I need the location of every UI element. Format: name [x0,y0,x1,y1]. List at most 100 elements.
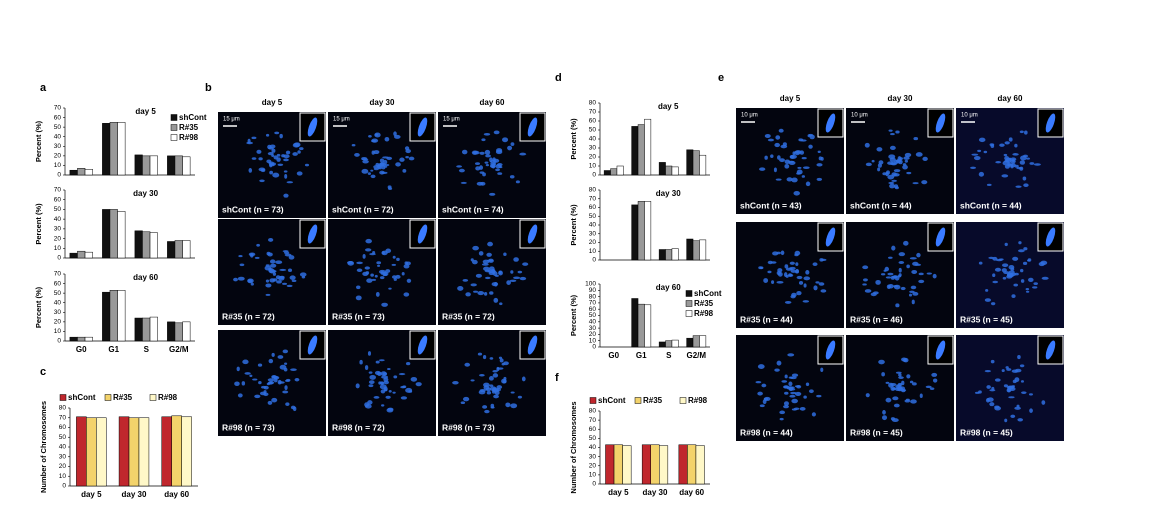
inset-chromosome [1045,113,1056,133]
chromosome [457,285,464,291]
caption: R#98 (n = 72) [332,422,385,432]
chromosome [484,409,490,414]
y-tick-label: 30 [589,325,597,332]
chromosome [898,267,902,273]
bar [134,317,143,342]
chromosome [864,289,872,293]
chromosome [380,276,385,280]
bar [641,444,651,485]
x-tick-label: G1 [636,351,647,360]
chromosome [1003,153,1008,157]
bar [686,238,694,261]
chromosome [490,162,497,166]
chromosome [513,257,519,262]
chromosome [932,273,937,279]
bar [84,336,93,342]
chromosome [761,383,767,388]
x-tick-label: day 60 [164,490,189,499]
chromosome [383,380,389,385]
chromosome [234,381,240,387]
x-tick-label: G0 [608,351,619,360]
caption: R#98 (n = 73) [222,422,275,432]
chromosome [1002,263,1009,268]
chromosome [408,156,415,161]
chromosome [881,372,885,377]
chromosome [364,365,369,370]
chromosome [813,285,818,291]
chromosome [387,407,394,411]
x-tick-label: day 30 [643,488,668,497]
chromosome [1023,183,1029,188]
chromosome [385,269,391,273]
y-tick-label: 30 [54,309,62,316]
bar [699,239,707,261]
chromosome [498,270,503,276]
chromosome [1019,364,1025,368]
chromosome [268,238,274,242]
caption: R#98 (n = 73) [442,422,495,432]
chromosome [364,404,372,409]
chromosome [519,276,527,281]
chromosome [479,151,485,155]
chromosome [497,172,503,175]
inset [519,112,546,142]
chromosome [882,415,888,421]
chromosome [452,381,459,385]
chromosome [780,144,788,149]
chromosome [281,154,286,158]
chromosome [367,351,372,356]
chromosome [401,271,405,276]
chromosome [812,262,818,267]
bar [631,204,639,261]
x-tick-label: G1 [108,345,119,354]
chromosome [877,163,882,168]
y-tick-label: 20 [589,154,597,161]
chromosome [800,139,807,142]
chromosome [1002,160,1009,166]
chromosome [970,166,977,170]
chromosome [1009,272,1017,277]
caption: shCont (n = 43) [740,200,802,210]
y-tick-label: 50 [59,434,67,441]
legend-swatch [170,114,178,121]
chromosome [488,271,495,276]
chromosome [381,250,388,256]
chromosome [886,284,891,290]
chromosome [889,162,896,165]
chromosome [770,154,774,159]
chromosome [286,181,294,184]
chromosome [381,302,388,307]
bar [167,241,176,259]
chromosome [802,166,810,170]
chromosome [498,356,503,359]
y-tick-label: 60 [589,204,597,211]
scale-label: 10 μm [851,113,868,119]
chromosome [1020,279,1025,283]
chromosome [1008,396,1015,399]
chromosome [811,412,816,417]
chromosome [371,139,377,143]
chromosome [779,158,785,163]
chromosome [373,396,380,399]
chromosome [767,138,775,142]
legend-swatch [679,397,687,404]
chromosome [272,172,280,178]
chromosome [249,374,253,378]
y-tick-label: 70 [589,109,597,116]
chromosome [1040,260,1048,265]
chromosome [503,376,507,381]
y-tick-label: 10 [59,473,67,480]
y-tick-label: 60 [54,114,62,121]
chromosome [369,253,376,256]
bar [692,150,700,176]
chromosome [995,160,1002,164]
chromosome [1014,164,1019,168]
chromosome [895,371,902,374]
bar [134,154,143,176]
chromosome [885,381,890,384]
chromosome [482,405,488,409]
chromosome [805,270,810,275]
chromosome [796,291,802,296]
chromosome [488,258,494,263]
chromosome [238,255,243,258]
